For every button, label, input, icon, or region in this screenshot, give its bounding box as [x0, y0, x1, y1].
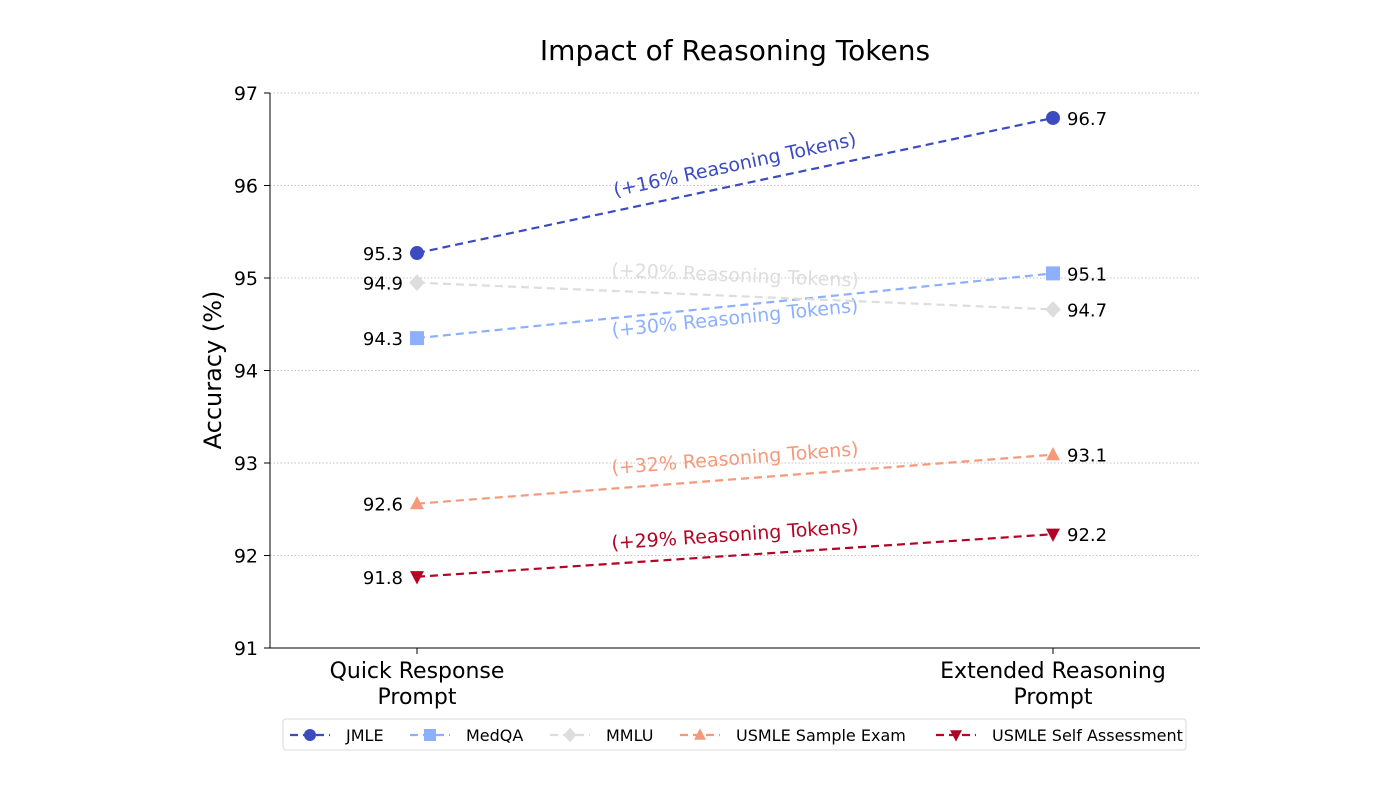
- data-label: 96.7: [1067, 109, 1107, 130]
- data-label: 92.2: [1067, 525, 1107, 546]
- data-point: [1046, 446, 1060, 461]
- series-line: [416, 272, 1054, 340]
- legend-marker: [424, 729, 436, 741]
- chart-title: Impact of Reasoning Tokens: [540, 34, 930, 67]
- data-point: [410, 571, 424, 585]
- data-label: 94.7: [1067, 300, 1107, 321]
- data-point: [1046, 528, 1060, 542]
- y-axis-label: Accuracy (%): [199, 291, 227, 450]
- legend-item: USMLE Sample Exam: [680, 726, 906, 745]
- data-label: 93.1: [1067, 446, 1107, 467]
- data-point: [410, 496, 424, 510]
- data-label: 92.6: [363, 495, 403, 516]
- legend-marker: [950, 730, 962, 742]
- series-annotation: (+16% Reasoning Tokens): [611, 129, 858, 202]
- legend-box: [282, 718, 1187, 751]
- legend-label: USMLE Self Assessment: [992, 726, 1183, 745]
- series-line: [416, 281, 1054, 311]
- series-line: [416, 533, 1054, 578]
- series-annotation: (+20% Reasoning Tokens): [611, 259, 859, 291]
- data-point: [1046, 266, 1060, 281]
- legend-marker: [563, 727, 577, 743]
- series-usmle-sample-exam: 92.693.1(+32% Reasoning Tokens): [363, 438, 1107, 515]
- series-line: [416, 116, 1054, 255]
- legend-label: MedQA: [466, 726, 523, 745]
- y-tick-label: 96: [234, 176, 258, 198]
- y-tick-label: 95: [234, 268, 258, 290]
- y-tick-label: 93: [234, 453, 258, 475]
- legend-item: MMLU: [550, 726, 653, 745]
- x-tick-label: Extended Reasoning Prompt: [940, 659, 1166, 710]
- y-tick-label: 97: [234, 83, 258, 105]
- x-tick-label: Quick Response Prompt: [330, 659, 505, 710]
- data-point: [410, 246, 424, 261]
- series-annotation: (+30% Reasoning Tokens): [611, 295, 860, 342]
- data-point: [1046, 110, 1060, 125]
- series-jmle: 95.3 96.7 (+16% Reasoning Tokens): [363, 109, 1107, 265]
- y-tick-label: 94: [234, 361, 258, 383]
- series-line: [416, 453, 1054, 505]
- legend-label: JMLE: [345, 726, 384, 745]
- data-point: [409, 274, 425, 292]
- data-point: [410, 331, 424, 346]
- legend-item: USMLE Self Assessment: [936, 726, 1183, 745]
- legend-label: MMLU: [606, 726, 653, 745]
- legend-item: MedQA: [410, 726, 523, 745]
- y-tick-label: 92: [234, 546, 258, 568]
- data-label: 91.8: [363, 568, 403, 589]
- y-tick-label: 91: [234, 638, 258, 660]
- series-usmle-self-assessment: 91.8 92.2 (+29% Reasoning Tokens): [363, 516, 1107, 589]
- data-point: [1045, 301, 1061, 318]
- data-label: 95.1: [1067, 264, 1107, 285]
- series-annotation: (+29% Reasoning Tokens): [611, 516, 860, 554]
- legend-marker: [304, 729, 316, 741]
- data-label: 95.3: [363, 244, 403, 265]
- legend-label: USMLE Sample Exam: [736, 726, 906, 745]
- data-label: 94.9: [363, 274, 403, 295]
- legend-item: JMLE: [290, 726, 384, 745]
- data-label: 94.3: [363, 329, 403, 350]
- legend-marker: [694, 728, 706, 740]
